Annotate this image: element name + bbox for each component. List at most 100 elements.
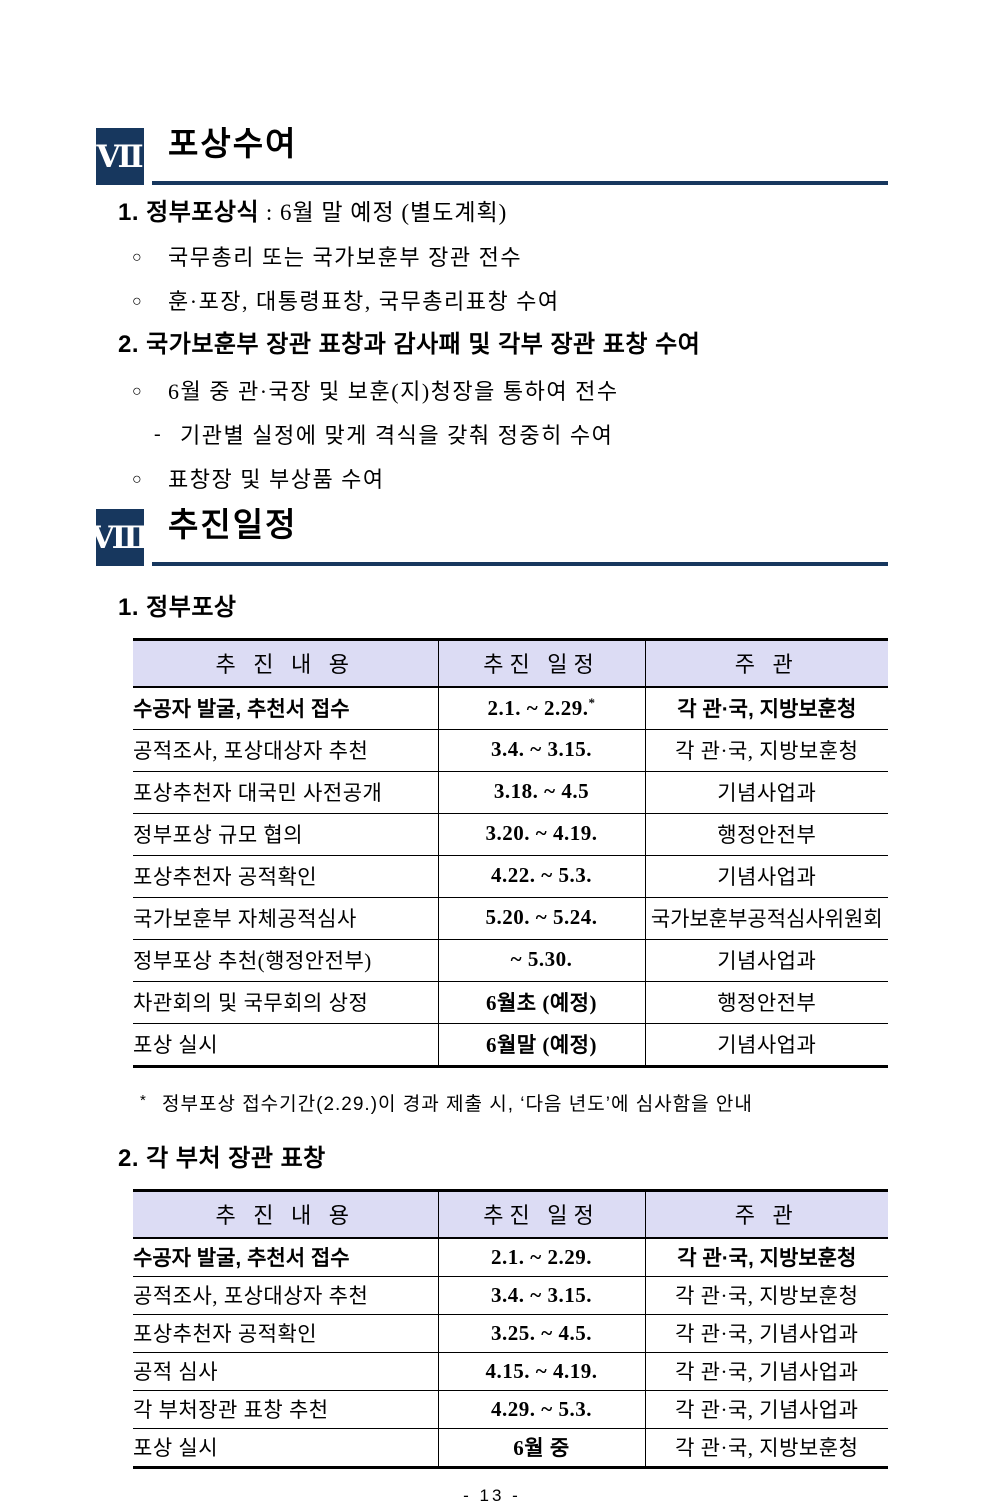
table-row: 수공자 발굴, 추천서 접수 2.1. ~ 2.29.* 각 관·국, 지방보훈… <box>133 686 888 730</box>
bullet-text: 훈·포장, 대통령표창, 국무총리표창 수여 <box>168 289 560 315</box>
bullet-text: 기관별 실정에 맞게 격식을 갖춰 정중히 수여 <box>180 422 614 448</box>
cell-content: 포상추천자 공적확인 <box>133 854 438 898</box>
cell-date: 3.18. ~ 4.5 <box>437 770 645 814</box>
table-row: 각 부처장관 표창 추천 4.29. ~ 5.3. 각 관·국, 기념사업과 <box>133 1390 888 1429</box>
cell-content: 정부포상 규모 협의 <box>133 812 438 856</box>
heading-rest-text: : 6월 말 예정 (별도계획) <box>259 200 508 225</box>
cell-content: 정부포상 추천(행정안전부) <box>133 938 438 982</box>
cell-content: 포상추천자 공적확인 <box>133 1314 438 1353</box>
cell-organizer: 행정안전부 <box>644 812 888 856</box>
cell-date: 4.29. ~ 5.3. <box>437 1390 645 1429</box>
cell-organizer: 각 관·국, 지방보훈청 <box>644 1238 888 1277</box>
section-7-header: Ⅶ 포상수여 <box>96 125 888 185</box>
cell-date: ~ 5.30. <box>437 938 645 982</box>
section-7-rule <box>152 181 888 185</box>
table-header-row: 추 진 내 용 추진 일정 주 관 <box>133 1189 888 1239</box>
heading-government-award: 1. 정부포상 <box>118 594 237 622</box>
circle-bullet-icon: ○ <box>132 470 142 488</box>
cell-organizer: 각 관·국, 지방보훈청 <box>644 1428 888 1469</box>
header-cell-content: 추 진 내 용 <box>133 637 438 688</box>
cell-date: 3.4. ~ 3.15. <box>437 728 645 772</box>
cell-organizer: 기념사업과 <box>644 770 888 814</box>
cell-date: 2.1. ~ 2.29.* <box>437 686 645 730</box>
table-row: 포상추천자 공적확인 4.22. ~ 5.3. 기념사업과 <box>133 854 888 898</box>
table-row: 공적조사, 포상대상자 추천 3.4. ~ 3.15. 각 관·국, 지방보훈청 <box>133 728 888 772</box>
section-7-header-right: 포상수여 <box>152 125 888 185</box>
bullet-text: 표창장 및 부상품 수여 <box>168 466 385 492</box>
cell-content: 각 부처장관 표창 추천 <box>133 1390 438 1429</box>
footnote-asterisk: * <box>588 694 596 710</box>
bullet-item: ○ 6월 중 관·국장 및 보훈(지)청장을 통하여 전수 <box>132 377 888 407</box>
section-8-header-right: 추진일정 <box>152 506 888 567</box>
section-8-header: Ⅷ 추진일정 <box>91 506 888 567</box>
cell-organizer: 각 관·국, 지방보훈청 <box>644 1276 888 1315</box>
heading-number-bold: 1. 정부포상식 <box>118 199 260 226</box>
table-row: 정부포상 규모 협의 3.20. ~ 4.19. 행정안전부 <box>133 812 888 856</box>
cell-content: 차관회의 및 국무회의 상정 <box>133 980 438 1024</box>
bullet-item: ○ 국무총리 또는 국가보훈부 장관 전수 <box>132 243 888 273</box>
header-cell-schedule: 추진 일정 <box>437 1189 645 1239</box>
cell-organizer: 각 관·국, 지방보훈청 <box>644 686 888 730</box>
bullet-item: ○ 훈·포장, 대통령표창, 국무총리표창 수여 <box>132 287 888 317</box>
asterisk-icon: * <box>140 1091 146 1109</box>
cell-organizer: 각 관·국, 기념사업과 <box>644 1390 888 1429</box>
table-row: 국가보훈부 자체공적심사 5.20. ~ 5.24. 국가보훈부공적심사위원회 <box>133 896 888 940</box>
cell-date: 3.4. ~ 3.15. <box>437 1276 645 1315</box>
cell-content: 공적조사, 포상대상자 추천 <box>133 1276 438 1315</box>
cell-organizer: 국가보훈부공적심사위원회 <box>644 896 888 940</box>
document-page: Ⅶ 포상수여 1. 정부포상식 : 6월 말 예정 (별도계획) ○ 국무총리 … <box>91 125 888 1505</box>
header-cell-organizer: 주 관 <box>644 1189 888 1239</box>
cell-content: 포상 실시 <box>133 1022 438 1068</box>
cell-organizer: 행정안전부 <box>644 980 888 1024</box>
cell-organizer: 각 관·국, 기념사업과 <box>644 1352 888 1391</box>
heading-government-award-ceremony: 1. 정부포상식 : 6월 말 예정 (별도계획) <box>118 197 888 229</box>
page-number: - 13 - <box>463 1486 521 1505</box>
table-footnote: * 정부포상 접수기간(2.29.)이 경과 제출 시, ‘다음 년도’에 심사… <box>140 1089 888 1116</box>
cell-content: 국가보훈부 자체공적심사 <box>133 896 438 940</box>
circle-bullet-icon: ○ <box>132 383 142 401</box>
cell-organizer: 각 관·국, 지방보훈청 <box>644 728 888 772</box>
circle-bullet-icon: ○ <box>132 293 142 311</box>
circle-bullet-icon: ○ <box>132 249 142 267</box>
table-row: 공적 심사 4.15. ~ 4.19. 각 관·국, 기념사업과 <box>133 1352 888 1391</box>
ministry-citation-schedule-table: 추 진 내 용 추진 일정 주 관 수공자 발굴, 추천서 접수 2.1. ~ … <box>133 1189 888 1469</box>
bullet-item: ○ 표창장 및 부상품 수여 <box>132 465 888 495</box>
government-award-schedule-table: 추 진 내 용 추진 일정 주 관 수공자 발굴, 추천서 접수 2.1. ~ … <box>133 637 888 1068</box>
cell-organizer: 각 관·국, 기념사업과 <box>644 1314 888 1353</box>
section-8-rule <box>152 562 888 567</box>
section-7-number-badge: Ⅶ <box>96 128 144 185</box>
header-cell-content: 추 진 내 용 <box>133 1189 438 1239</box>
bullet-text: 6월 중 관·국장 및 보훈(지)청장을 통하여 전수 <box>168 379 619 405</box>
cell-content: 포상 실시 <box>133 1428 438 1469</box>
table-row: 포상추천자 공적확인 3.25. ~ 4.5. 각 관·국, 기념사업과 <box>133 1314 888 1353</box>
cell-organizer: 기념사업과 <box>644 1022 888 1068</box>
section-8-title: 추진일정 <box>168 506 298 544</box>
table-row: 포상추천자 대국민 사전공개 3.18. ~ 4.5 기념사업과 <box>133 770 888 814</box>
sub-bullet-item: - 기관별 실정에 맞게 격식을 갖춰 정중히 수여 <box>154 421 888 451</box>
table-row: 차관회의 및 국무회의 상정 6월초 (예정) 행정안전부 <box>133 980 888 1024</box>
cell-date: 3.20. ~ 4.19. <box>437 812 645 856</box>
section-8-number-badge: Ⅷ <box>91 509 149 567</box>
cell-date: 5.20. ~ 5.24. <box>437 896 645 940</box>
cell-date: 4.15. ~ 4.19. <box>437 1352 645 1391</box>
cell-date: 4.22. ~ 5.3. <box>437 854 645 898</box>
cell-date: 3.25. ~ 4.5. <box>437 1314 645 1353</box>
cell-content: 수공자 발굴, 추천서 접수 <box>133 697 350 721</box>
cell-date: 6월초 (예정) <box>437 980 645 1024</box>
cell-date: 6월말 (예정) <box>437 1022 645 1068</box>
cell-content: 공적조사, 포상대상자 추천 <box>133 728 438 772</box>
cell-date: 2.1. ~ 2.29. <box>437 1238 645 1277</box>
cell-content: 공적 심사 <box>133 1352 438 1391</box>
section-7-title: 포상수여 <box>168 125 298 162</box>
table-header-row: 추 진 내 용 추진 일정 주 관 <box>133 637 888 688</box>
table-row: 포상 실시 6월말 (예정) 기념사업과 <box>133 1022 888 1068</box>
cell-organizer: 기념사업과 <box>644 854 888 898</box>
header-cell-organizer: 주 관 <box>644 637 888 688</box>
table-row: 수공자 발굴, 추천서 접수 2.1. ~ 2.29. 각 관·국, 지방보훈청 <box>133 1238 888 1277</box>
heading-minister-citation: 2. 국가보훈부 장관 표창과 감사패 및 각부 장관 표창 수여 <box>118 330 701 358</box>
cell-content: 포상추천자 대국민 사전공개 <box>133 770 438 814</box>
cell-organizer: 기념사업과 <box>644 938 888 982</box>
dash-bullet-icon: - <box>154 422 161 445</box>
header-cell-schedule: 추진 일정 <box>437 637 645 688</box>
table-row: 포상 실시 6월 중 각 관·국, 지방보훈청 <box>133 1428 888 1469</box>
